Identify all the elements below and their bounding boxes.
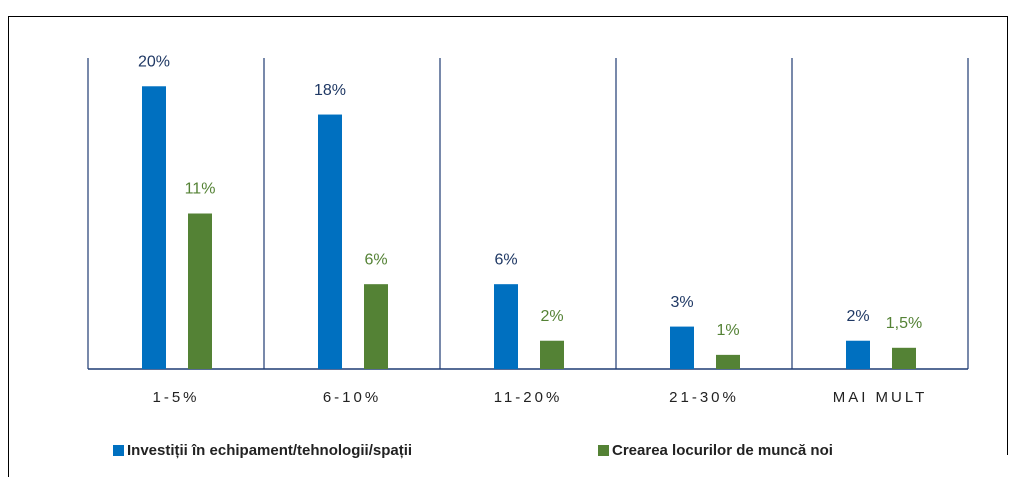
data-label: 3% <box>670 294 693 311</box>
bar <box>318 114 342 369</box>
frame <box>8 16 1008 477</box>
bar <box>846 340 870 369</box>
x-tick-label: 1-5% <box>152 389 199 406</box>
bar <box>670 326 694 369</box>
data-label: 2% <box>540 308 563 325</box>
bar <box>142 86 166 369</box>
legend-label: Crearea locurilor de muncă noi <box>612 442 833 459</box>
data-label: 6% <box>494 251 517 268</box>
legend-swatch <box>598 445 609 456</box>
x-tick-label: 11-20% <box>494 389 563 406</box>
bar <box>716 354 740 369</box>
data-label: 11% <box>185 181 216 198</box>
bar <box>188 213 212 369</box>
data-label: 1,5% <box>886 315 922 332</box>
legend-label: Investiții în echipament/tehnologii/spaț… <box>127 442 412 459</box>
data-label: 20% <box>138 53 170 70</box>
x-tick-label: 21-30% <box>669 389 739 406</box>
data-label: 6% <box>364 251 387 268</box>
data-label: 18% <box>314 82 346 99</box>
legend-swatch <box>113 445 124 456</box>
x-tick-label: MAI MULT <box>833 389 928 406</box>
bar <box>540 340 564 369</box>
bar <box>364 284 388 369</box>
bar <box>892 347 916 369</box>
data-label: 1% <box>716 322 739 339</box>
bar <box>494 284 518 369</box>
x-tick-label: 6-10% <box>323 389 381 406</box>
data-label: 2% <box>846 308 869 325</box>
